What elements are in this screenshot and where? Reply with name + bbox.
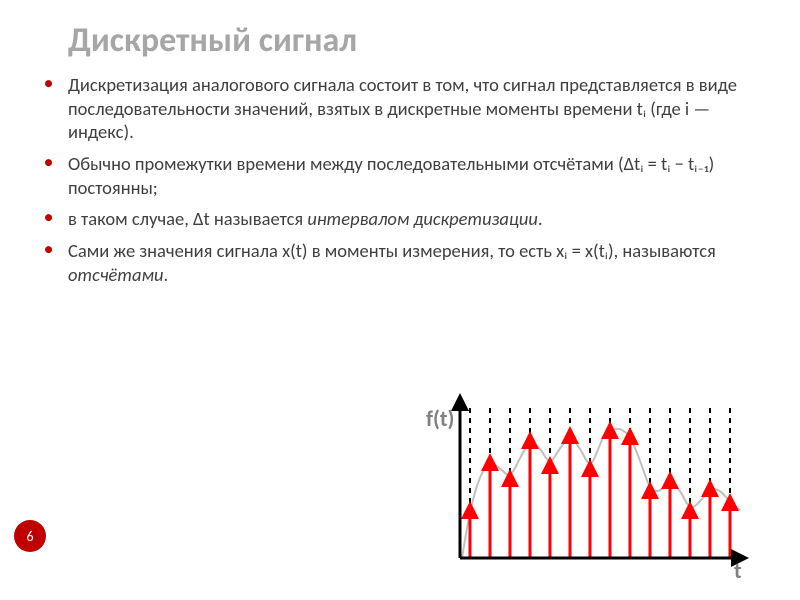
bullet-item: Сами же значения сигнала x(t) в моменты … xyxy=(40,239,760,286)
svg-text:t: t xyxy=(734,557,742,580)
bullet-text: Сами же значения сигнала x(t) в моменты … xyxy=(68,239,716,286)
bullet-item: в таком случае, Δt называется интервалом… xyxy=(40,207,760,231)
bullet-list: Дискретизация аналогового сигнала состои… xyxy=(40,73,760,286)
discrete-signal-chart: f(t) t xyxy=(420,390,750,580)
slide-title: Дискретный сигнал xyxy=(68,20,760,61)
page-number: 6 xyxy=(26,528,33,545)
bullet-text: Дискретизация аналогового сигнала состои… xyxy=(68,73,737,143)
bullet-item: Дискретизация аналогового сигнала состои… xyxy=(40,73,760,144)
page-number-badge: 6 xyxy=(14,520,46,552)
svg-text:f(t): f(t) xyxy=(426,405,454,432)
bullet-text: Обычно промежутки времени между последов… xyxy=(68,152,714,199)
bullet-text: в таком случае, Δt называется интервалом… xyxy=(68,207,543,230)
bullet-item: Обычно промежутки времени между последов… xyxy=(40,152,760,199)
